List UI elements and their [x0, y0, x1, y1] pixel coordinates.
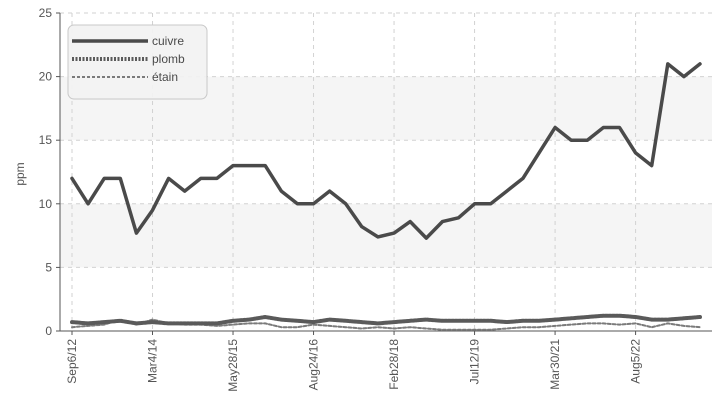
- y-tick-label: 10: [39, 197, 53, 211]
- y-tick-label: 15: [39, 133, 53, 147]
- x-tick-labels: Sep6/12 Mar4/14 May28/15 Aug24/16 Feb28/18 Ju…: [65, 331, 643, 392]
- grid-lines: [60, 12, 712, 331]
- x-tick-label: Feb28/18: [387, 339, 401, 390]
- x-tick-label: Aug24/16: [307, 339, 321, 391]
- x-tick-label: Aug5/22: [629, 339, 643, 384]
- legend-items: cuivre plomb étain: [72, 34, 185, 84]
- x-tick-label: May28/15: [226, 339, 240, 392]
- x-tick-label: Mar4/14: [146, 339, 160, 383]
- x-tick-label: Mar30/21: [548, 339, 562, 390]
- background-bands: [60, 76, 712, 268]
- series-lines: [70, 62, 702, 331]
- y-tick-label: 0: [45, 324, 52, 338]
- series-line-dotted: [70, 313, 702, 326]
- legend-box: [67, 24, 208, 100]
- legend-label: plomb: [152, 52, 185, 66]
- y-tick-label: 5: [45, 260, 52, 274]
- y-axis-label: ppm: [13, 162, 27, 185]
- y-tick-labels: 0 5 10 15 20 25: [39, 6, 60, 338]
- y-tick-label: 25: [39, 6, 53, 20]
- legend-label: étain: [152, 70, 178, 84]
- series-line-solid: [70, 62, 702, 240]
- y-tick-label: 20: [39, 70, 53, 84]
- x-tick-label: Sep6/12: [65, 339, 79, 384]
- x-tick-label: Jul12/19: [468, 339, 482, 385]
- axes: [59, 13, 712, 332]
- legend-label: cuivre: [152, 34, 184, 48]
- legend: cuivre plomb étain: [67, 24, 208, 100]
